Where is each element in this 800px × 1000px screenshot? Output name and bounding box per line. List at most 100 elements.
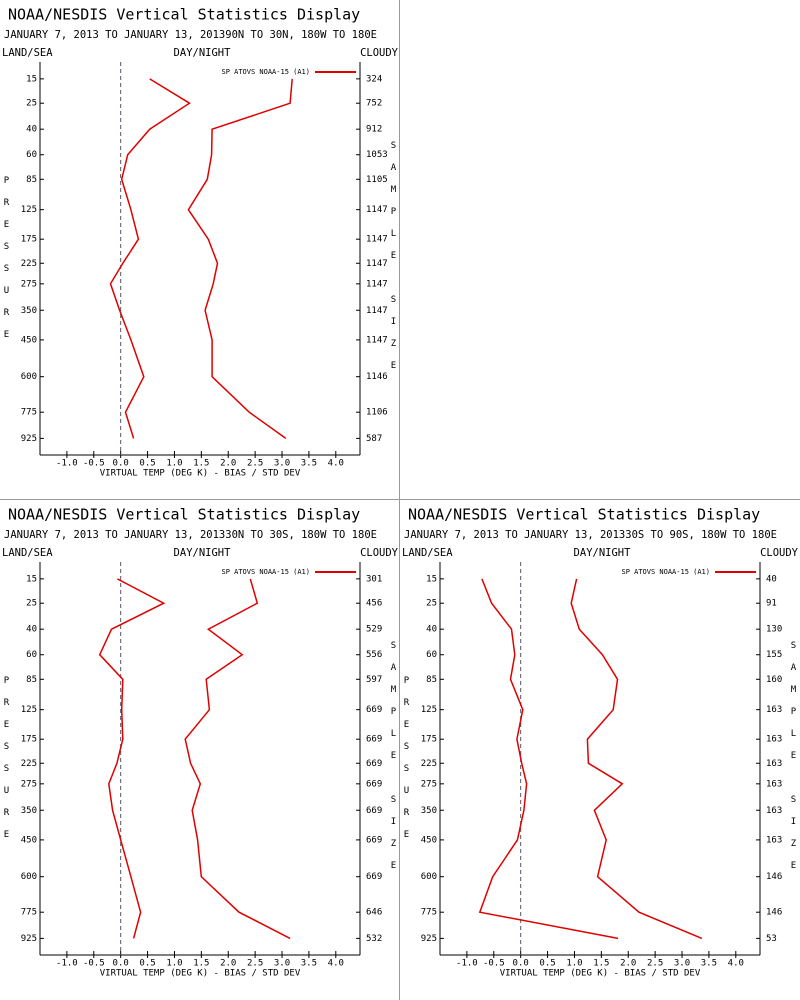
chart-title: NOAA/NESDIS Vertical Statistics Display (408, 506, 760, 524)
y2-axis-label: SAMPLE SIZE (389, 141, 399, 383)
sample-size-label: 912 (366, 125, 382, 135)
y-axis-label: PRESSURE (402, 676, 412, 852)
y-tick-label: 600 (421, 872, 437, 882)
legend-label: SP ATOVS NOAA-15 (A1) (221, 568, 310, 576)
chart-subtitle: JANUARY 7, 2013 TO JANUARY 13, 201330S T… (404, 529, 777, 541)
x-tick-label: 0.0 (113, 959, 129, 969)
x-tick-label: 3.0 (674, 959, 690, 969)
y-tick-label: 125 (421, 705, 437, 715)
header-center: DAY/NIGHT (174, 547, 232, 559)
sample-size-label: 1106 (366, 408, 388, 418)
x-tick-label: 3.5 (301, 959, 317, 969)
x-axis-label: VIRTUAL TEMP (DEG K) - BIAS / STD DEV (500, 969, 701, 979)
legend-label: SP ATOVS NOAA-15 (A1) (221, 68, 310, 76)
std-dev-line (570, 578, 703, 940)
sample-size-label: 669 (366, 779, 382, 789)
sample-size-label: 1147 (366, 259, 388, 269)
x-tick-label: 1.5 (593, 959, 609, 969)
sample-size-label: 646 (366, 908, 382, 918)
std-dev-line (187, 78, 293, 440)
x-tick-label: 2.0 (220, 459, 236, 469)
x-tick-label: 4.0 (328, 459, 344, 469)
header-center: DAY/NIGHT (174, 47, 232, 59)
x-tick-label: 2.5 (247, 959, 263, 969)
y-tick-label: 15 (26, 74, 37, 84)
y-tick-label: 775 (21, 408, 37, 418)
sample-size-label: 1146 (366, 372, 388, 382)
x-tick-label: 3.5 (701, 959, 717, 969)
y-tick-label: 350 (21, 306, 37, 316)
x-tick-label: -0.5 (483, 959, 505, 969)
y-tick-label: 40 (26, 125, 37, 135)
sample-size-label: 155 (766, 650, 782, 660)
x-tick-label: 1.0 (166, 459, 182, 469)
y-tick-label: 40 (426, 625, 437, 635)
y-tick-label: 125 (21, 205, 37, 215)
y-tick-label: 60 (426, 650, 437, 660)
y-tick-label: 175 (21, 235, 37, 245)
sample-size-label: 53 (766, 934, 777, 944)
y-tick-label: 275 (21, 279, 37, 289)
y-tick-label: 600 (21, 872, 37, 882)
sample-size-label: 669 (366, 759, 382, 769)
sample-size-label: 1147 (366, 205, 388, 215)
sample-size-label: 130 (766, 625, 782, 635)
sample-size-label: 669 (366, 872, 382, 882)
y-tick-label: 350 (421, 806, 437, 816)
std-dev-line (184, 578, 291, 940)
sample-size-label: 587 (366, 434, 382, 444)
y-tick-label: 925 (21, 934, 37, 944)
x-tick-label: -1.0 (456, 959, 478, 969)
x-tick-label: 2.0 (620, 959, 636, 969)
y-tick-label: 350 (21, 806, 37, 816)
sample-size-label: 146 (766, 872, 782, 882)
y-tick-label: 275 (21, 779, 37, 789)
y-tick-label: 225 (421, 759, 437, 769)
x-tick-label: 0.5 (139, 959, 155, 969)
y-tick-label: 175 (421, 735, 437, 745)
x-tick-label: 1.5 (193, 959, 209, 969)
sample-size-label: 1147 (366, 306, 388, 316)
x-tick-label: -1.0 (56, 459, 78, 469)
y-tick-label: 15 (26, 574, 37, 584)
sample-size-label: 669 (366, 705, 382, 715)
chart-panel: NOAA/NESDIS Vertical Statistics Display J… (402, 506, 799, 979)
sample-size-label: 556 (366, 650, 382, 660)
bias-line (98, 578, 166, 939)
x-tick-label: 4.0 (728, 959, 744, 969)
y-tick-label: 225 (21, 759, 37, 769)
x-tick-label: -0.5 (83, 459, 105, 469)
y-tick-label: 450 (21, 835, 37, 845)
sample-size-label: 91 (766, 599, 777, 609)
sample-size-label: 669 (366, 835, 382, 845)
x-tick-label: 2.5 (247, 459, 263, 469)
header-right: CLOUDY (360, 47, 399, 59)
bias-line (478, 578, 619, 940)
y-tick-label: 60 (26, 650, 37, 660)
x-tick-label: 2.5 (647, 959, 663, 969)
y-tick-label: 450 (21, 335, 37, 345)
x-tick-label: 4.0 (328, 959, 344, 969)
sample-size-label: 669 (366, 735, 382, 745)
y-axis-label: PRESSURE (2, 676, 12, 852)
header-center: DAY/NIGHT (574, 547, 632, 559)
y-tick-label: 40 (26, 625, 37, 635)
sample-size-label: 146 (766, 908, 782, 918)
chart-subtitle: JANUARY 7, 2013 TO JANUARY 13, 201390N T… (4, 29, 377, 41)
sample-size-label: 324 (366, 74, 382, 84)
sample-size-label: 163 (766, 759, 782, 769)
bias-line (109, 78, 191, 439)
sample-size-label: 597 (366, 675, 382, 685)
sample-size-label: 1147 (366, 279, 388, 289)
sample-size-label: 163 (766, 806, 782, 816)
y-tick-label: 25 (26, 99, 37, 109)
sample-size-label: 301 (366, 574, 382, 584)
y-tick-label: 85 (26, 675, 37, 685)
chart-panel: NOAA/NESDIS Vertical Statistics Display J… (2, 506, 399, 979)
sample-size-label: 529 (366, 625, 382, 635)
chart-title: NOAA/NESDIS Vertical Statistics Display (8, 506, 360, 524)
sample-size-label: 752 (366, 99, 382, 109)
y-tick-label: 925 (21, 434, 37, 444)
sample-size-label: 40 (766, 574, 777, 584)
